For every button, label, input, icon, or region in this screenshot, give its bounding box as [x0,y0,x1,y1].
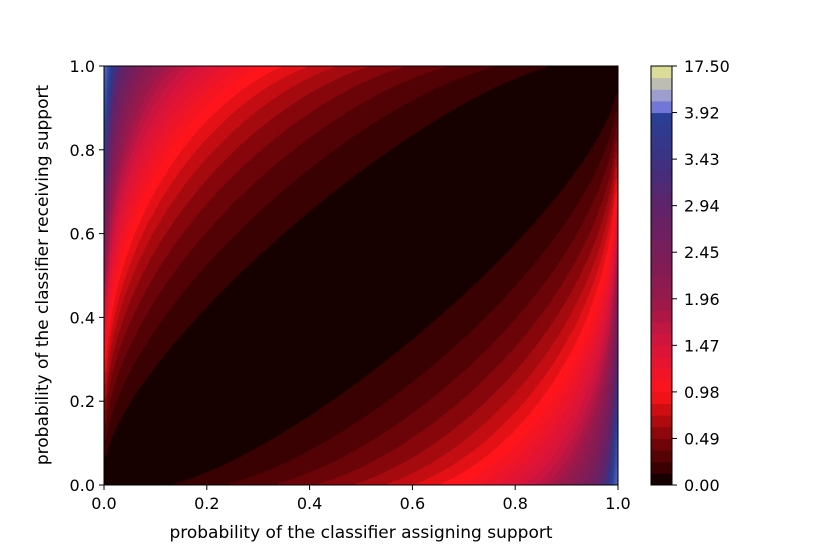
colorbar-segment [651,135,672,148]
colorbar-segment [651,100,672,114]
colorbar-segment [651,275,672,288]
colorbar-segment [651,438,672,451]
colorbar-tick-label: 2.45 [684,243,720,262]
y-tick-label: 1.0 [70,57,95,76]
colorbar-segment [651,66,672,79]
colorbar-segment [651,263,672,276]
colorbar-segment [651,252,672,265]
x-tick-label: 0.8 [502,494,527,513]
colorbar-tick-label: 0.98 [684,383,720,402]
plot-frame [103,65,619,486]
colorbar-segment [651,182,672,195]
colorbar-tick-label: 17.50 [684,57,730,76]
y-axis-label: probability of the classifier receiving … [33,85,53,466]
contour-fill [104,66,618,485]
colorbar-segment [651,124,672,137]
colorbar-segment [651,298,672,311]
colorbar-segment [651,391,672,405]
colorbar [651,66,672,486]
y-tick-label: 0.6 [70,225,95,244]
x-tick-label: 0.4 [297,494,322,513]
colorbar-ticks: 0.00 0.49 0.98 1.47 1.96 2.45 2.94 3.43 3.92 17.5… [672,57,730,495]
colorbar-segment [651,356,672,370]
colorbar-segment [651,473,672,486]
colorbar-segment [651,345,672,358]
colorbar-segment [651,333,672,346]
colorbar-segment [651,287,672,300]
colorbar-segment [651,461,672,474]
colorbar-tick-label: 3.43 [684,150,720,169]
colorbar-segment [651,77,672,90]
colorbar-segment [651,170,672,183]
colorbar-segment [651,368,672,381]
colorbar-segment [651,426,672,439]
colorbar-segment [651,112,672,125]
x-tick-label: 0.0 [91,494,116,513]
x-tick-label: 1.0 [605,494,630,513]
colorbar-segment [651,310,672,323]
x-axis: 0.0 0.2 0.4 0.6 0.8 1.0 [91,485,631,513]
y-tick-label: 0.8 [70,141,95,160]
y-axis: 0.0 0.2 0.4 0.6 0.8 1.0 [70,57,104,495]
colorbar-segment [651,415,672,428]
colorbar-segment [651,403,672,416]
colorbar-tick-label: 1.47 [684,336,720,355]
colorbar-segment [651,147,672,160]
colorbar-segment [651,322,672,335]
colorbar-segment [651,159,672,172]
colorbar-tick-label: 3.92 [684,104,720,123]
colorbar-tick-label: 1.96 [684,290,720,309]
colorbar-tick-label: 0.00 [684,476,720,495]
x-axis-label: probability of the classifier assigning … [169,523,552,543]
y-tick-label: 0.0 [70,476,95,495]
plot-area [104,66,618,485]
colorbar-segment [651,450,672,463]
colorbar-segment [651,217,672,230]
colorbar-segment [651,240,672,253]
y-tick-label: 0.4 [70,308,95,327]
colorbar-frame [650,65,673,486]
colorbar-segment [651,380,672,393]
x-tick-label: 0.6 [400,494,425,513]
y-tick-label: 0.2 [70,392,95,411]
colorbar-segment [651,228,672,242]
colorbar-tick-label: 2.94 [684,197,720,216]
colorbar-segment [651,194,672,207]
colorbar-tick-label: 0.49 [684,429,720,448]
x-tick-label: 0.2 [194,494,219,513]
colorbar-segment [651,205,672,218]
colorbar-segment [651,89,672,102]
